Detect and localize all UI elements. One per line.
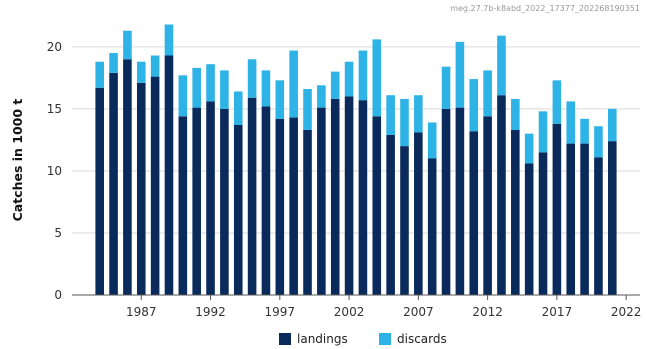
bar-landings-2005 xyxy=(386,134,395,295)
bar-landings-2011 xyxy=(469,131,479,295)
x-tick-label: 1997 xyxy=(265,305,296,319)
bar-discards-2016 xyxy=(538,111,548,153)
bar-landings-1989 xyxy=(164,55,174,295)
x-tick-label: 2012 xyxy=(472,305,503,319)
y-tick-label: 5 xyxy=(54,226,62,240)
bar-discards-2015 xyxy=(524,133,534,164)
bar-discards-2008 xyxy=(427,122,437,159)
bar-landings-2019 xyxy=(580,143,589,295)
bar-landings-1998 xyxy=(289,117,298,295)
bar-discards-2019 xyxy=(580,118,589,144)
bar-discards-2005 xyxy=(386,95,395,135)
y-tick-label: 15 xyxy=(47,102,62,116)
bar-landings-2006 xyxy=(400,146,409,295)
bar-landings-2009 xyxy=(441,108,451,295)
bar-discards-2007 xyxy=(414,95,423,133)
bar-discards-1986 xyxy=(123,30,132,60)
bar-discards-1993 xyxy=(220,70,229,109)
legend-swatch-discards xyxy=(379,333,391,345)
bar-landings-2003 xyxy=(358,100,368,295)
axes: 0 5 10 15 20 1987 1992 1997 2002 2007 2012 2017 2022 xyxy=(47,40,642,319)
bar-discards-2001 xyxy=(330,71,340,99)
bar-discards-1988 xyxy=(150,55,160,77)
x-tick-label: 2022 xyxy=(611,305,642,319)
bar-landings-1985 xyxy=(109,72,118,295)
bar-landings-1997 xyxy=(275,118,285,295)
bar-discards-2003 xyxy=(358,50,368,101)
legend-swatch-landings xyxy=(279,333,291,345)
bar-landings-1999 xyxy=(303,129,312,295)
bar-discards-1996 xyxy=(261,70,271,107)
bar-discards-1998 xyxy=(289,50,298,118)
bar-discards-2009 xyxy=(441,66,451,109)
bar-landings-2013 xyxy=(497,95,506,295)
bar-series xyxy=(95,24,617,296)
x-tick-label: 2007 xyxy=(403,305,434,319)
bar-discards-2000 xyxy=(317,85,326,108)
legend-label-discards: discards xyxy=(397,332,447,346)
bar-discards-2020 xyxy=(594,126,603,158)
bar-landings-2020 xyxy=(594,157,603,295)
legend: landings discards xyxy=(279,332,447,346)
bar-landings-1987 xyxy=(136,82,146,296)
source-note: meg.27.7b-k8abd_2022_17377_202268190351 xyxy=(450,4,640,13)
bar-discards-1992 xyxy=(206,64,215,102)
bar-discards-1989 xyxy=(164,24,174,56)
bar-landings-1984 xyxy=(95,87,105,295)
bar-discards-2011 xyxy=(469,79,479,132)
y-tick-label: 20 xyxy=(47,40,62,54)
bar-landings-2004 xyxy=(372,116,382,296)
bar-discards-2010 xyxy=(455,41,465,108)
bar-landings-1991 xyxy=(192,107,201,295)
bar-discards-1990 xyxy=(178,75,188,117)
bar-discards-2002 xyxy=(344,61,354,97)
y-tick-label: 10 xyxy=(47,164,62,178)
bar-discards-2004 xyxy=(372,39,382,117)
bar-discards-1987 xyxy=(136,61,146,83)
bar-landings-2012 xyxy=(483,116,492,296)
bar-landings-1994 xyxy=(233,124,243,295)
x-tick-label: 1987 xyxy=(126,305,157,319)
bar-discards-1985 xyxy=(109,53,118,73)
bar-landings-2016 xyxy=(538,152,548,295)
bar-landings-2010 xyxy=(455,107,465,295)
bar-landings-1986 xyxy=(123,59,132,296)
bar-landings-1988 xyxy=(150,76,160,295)
x-tick-label: 1992 xyxy=(195,305,226,319)
bar-landings-2007 xyxy=(414,132,423,295)
bar-landings-2002 xyxy=(344,96,354,295)
bar-discards-2013 xyxy=(497,35,506,96)
bar-landings-1996 xyxy=(261,106,271,295)
bar-landings-2018 xyxy=(566,143,576,295)
bar-landings-2014 xyxy=(511,129,520,295)
bar-discards-1991 xyxy=(192,67,201,108)
bar-landings-1993 xyxy=(220,108,229,295)
bar-discards-1997 xyxy=(275,80,285,119)
bar-discards-1984 xyxy=(95,61,105,88)
bar-landings-1995 xyxy=(247,97,257,295)
y-axis-label: Catches in 1000 t xyxy=(10,99,25,222)
bar-discards-2014 xyxy=(511,98,520,130)
bar-landings-1992 xyxy=(206,101,215,295)
bar-discards-1995 xyxy=(247,59,257,98)
bar-discards-2006 xyxy=(400,98,409,147)
bar-discards-2012 xyxy=(483,70,492,117)
y-tick-label: 0 xyxy=(54,288,62,302)
bar-discards-1994 xyxy=(233,91,243,125)
x-tick-label: 2017 xyxy=(542,305,573,319)
bar-landings-2008 xyxy=(427,158,437,295)
bar-landings-2017 xyxy=(552,123,562,295)
bar-discards-2018 xyxy=(566,101,576,144)
bar-discards-1999 xyxy=(303,89,312,130)
x-tick-label: 2002 xyxy=(334,305,365,319)
bar-landings-2015 xyxy=(524,163,534,295)
bar-discards-2021 xyxy=(607,108,617,142)
bar-landings-1990 xyxy=(178,116,188,296)
bar-discards-2017 xyxy=(552,80,562,124)
bar-landings-2021 xyxy=(607,141,617,295)
bar-landings-2001 xyxy=(330,98,340,295)
legend-label-landings: landings xyxy=(297,332,348,346)
bar-landings-2000 xyxy=(317,107,326,295)
